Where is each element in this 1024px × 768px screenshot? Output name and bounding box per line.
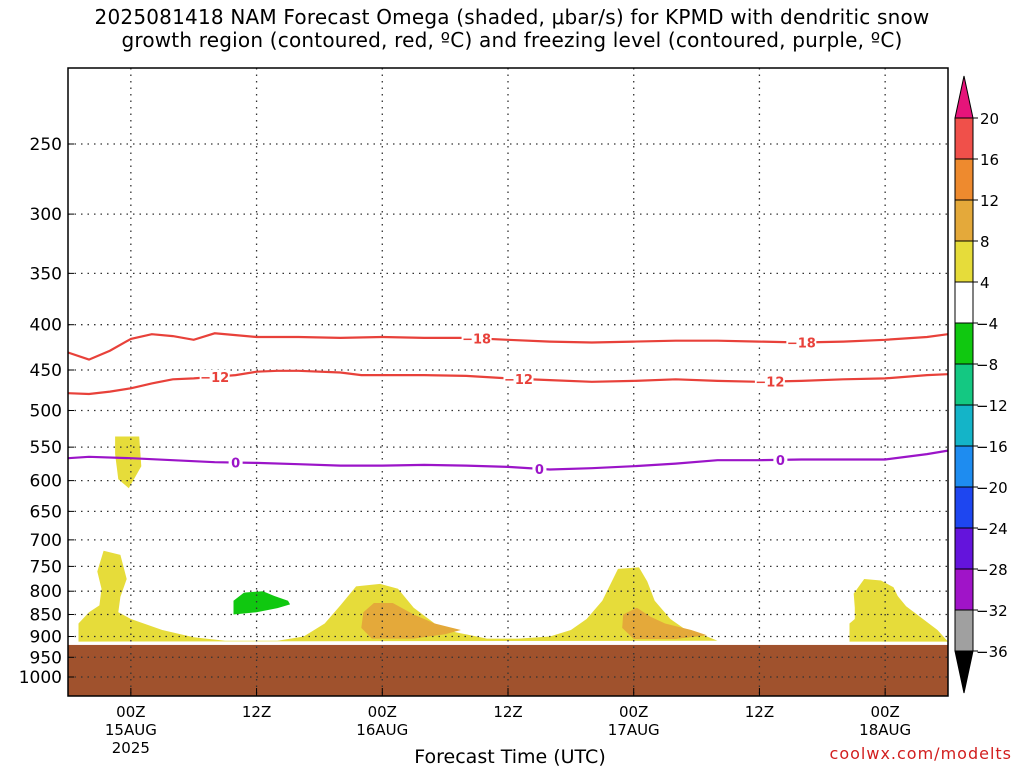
x-tick-label-66: 12Z xyxy=(745,703,774,721)
colorbar-bin-0 xyxy=(954,117,974,160)
colorbar-label-5: −4 xyxy=(976,315,998,333)
colorbar-label-10: −24 xyxy=(976,520,1008,538)
contour-label-bg xyxy=(199,369,230,384)
y-tick-label-400: 400 xyxy=(30,316,62,336)
colorbar-bin-2 xyxy=(954,199,974,242)
x-tick-date-78: 18AUG xyxy=(859,721,911,739)
colorbar-label-4: 4 xyxy=(980,274,990,292)
colorbar-bin-11 xyxy=(954,568,974,611)
credit-text: coolwx.com/modelts xyxy=(829,744,1012,763)
chart-title: 2025081418 NAM Forecast Omega (shaded, μ… xyxy=(0,6,1024,52)
contour-label-dendritic-min-18C: −18 xyxy=(462,332,491,347)
colorbar-label-6: −8 xyxy=(976,356,998,374)
y-tick-label-450: 450 xyxy=(30,361,62,381)
x-tick-label-42: 12Z xyxy=(493,703,522,721)
contour-label-freezing-level-0C: 0 xyxy=(776,454,785,469)
colorbar-label-1: 16 xyxy=(980,151,999,169)
omega-region-sinking-blob-1 xyxy=(233,591,291,615)
y-tick-label-550: 550 xyxy=(30,438,62,458)
colorbar-label-12: −32 xyxy=(976,602,1008,620)
colorbar-over-arrow xyxy=(954,75,974,119)
contour-label-dendritic-max-12C: −12 xyxy=(200,371,229,386)
colorbar-label-3: 8 xyxy=(980,233,990,251)
omega-region-rising-blob-2 xyxy=(115,436,142,489)
colorbar-label-13: −36 xyxy=(976,643,1008,661)
colorbar-label-0: 20 xyxy=(980,110,999,128)
x-tick-label-30: 00Z xyxy=(368,703,397,721)
colorbar-label-11: −28 xyxy=(976,561,1008,579)
contour-layer: −18 −18 −12 −12 −12 0 0 0 xyxy=(68,331,948,478)
contour-label-freezing-level-0C: 0 xyxy=(231,457,240,472)
x-tick-label-78: 00Z xyxy=(870,703,899,721)
colorbar-label-9: −20 xyxy=(976,479,1008,497)
colorbar-bin-5 xyxy=(954,322,974,365)
contour-label-bg xyxy=(786,335,817,350)
x-axis-title: Forecast Time (UTC) xyxy=(414,746,606,768)
grid-layer xyxy=(68,68,948,696)
colorbar-label-7: −12 xyxy=(976,397,1008,415)
y-tick-label-700: 700 xyxy=(30,531,62,551)
contour-label-bg xyxy=(532,461,547,476)
colorbar-bin-6 xyxy=(954,363,974,406)
y-tick-label-800: 800 xyxy=(30,582,62,602)
colorbar-bin-3 xyxy=(954,240,974,283)
y-tick-label-500: 500 xyxy=(30,402,62,422)
y-tick-label-250: 250 xyxy=(30,135,62,155)
y-tick-label-300: 300 xyxy=(30,205,62,225)
colorbar-under-arrow xyxy=(954,650,974,694)
y-tick-label-600: 600 xyxy=(30,472,62,492)
colorbar-label-8: −16 xyxy=(976,438,1008,456)
contour-label-bg xyxy=(503,371,534,386)
chart-title-line-2: growth region (contoured, red, ºC) and f… xyxy=(121,28,903,52)
omega-region-rising-core-2 xyxy=(622,607,707,639)
omega-region-rising-blob-1 xyxy=(78,550,718,642)
y-tick-label-1000: 1000 xyxy=(19,668,62,688)
colorbar-bin-8 xyxy=(954,445,974,488)
colorbar-bin-9 xyxy=(954,486,974,529)
colorbar-bin-1 xyxy=(954,158,974,201)
colorbar: 20 16 12 8 4 −4 −8 −12 −16 −20 −24 −28 −32 −36 xyxy=(954,75,1008,694)
contour-label-dendritic-max-12C: −12 xyxy=(504,373,533,388)
x-tick-label-54: 00Z xyxy=(619,703,648,721)
x-tick-label-6: 00Z xyxy=(116,703,145,721)
y-tick-label-900: 900 xyxy=(30,627,62,647)
colorbar-label-2: 12 xyxy=(980,192,999,210)
y-tick-label-650: 650 xyxy=(30,502,62,522)
contour-label-bg xyxy=(754,374,785,389)
chart-title-line-1: 2025081418 NAM Forecast Omega (shaded, μ… xyxy=(94,5,930,29)
x-tick-date-6: 15AUG xyxy=(105,721,157,739)
colorbar-bin-4 xyxy=(954,281,974,324)
colorbar-bin-7 xyxy=(954,404,974,447)
y-tick-label-850: 850 xyxy=(30,606,62,626)
contour-label-dendritic-max-12C: −12 xyxy=(755,376,784,391)
contour-label-bg xyxy=(773,452,788,467)
x-tick-year-6: 2025 xyxy=(112,739,150,757)
contour-label-freezing-level-0C: 0 xyxy=(535,463,544,478)
pressure-axis: 2503003504004505005506006507007508008509… xyxy=(19,135,74,688)
contour-label-dendritic-min-18C: −18 xyxy=(787,337,816,352)
shaded-omega-layer xyxy=(78,436,948,642)
x-tick-label-18: 12Z xyxy=(242,703,271,721)
y-tick-label-950: 950 xyxy=(30,648,62,668)
colorbar-bin-10 xyxy=(954,527,974,570)
omega-region-rising-core-1 xyxy=(361,603,461,639)
x-tick-date-54: 17AUG xyxy=(608,721,660,739)
x-tick-date-30: 16AUG xyxy=(356,721,408,739)
colorbar-bin-12 xyxy=(954,609,974,652)
contour-label-bg xyxy=(228,455,243,470)
contour-freezing-level-0C xyxy=(68,449,948,471)
y-tick-label-350: 350 xyxy=(30,264,62,284)
contour-label-bg xyxy=(461,331,492,346)
omega-region-rising-blob-3 xyxy=(849,579,948,642)
y-tick-label-750: 750 xyxy=(30,557,62,577)
